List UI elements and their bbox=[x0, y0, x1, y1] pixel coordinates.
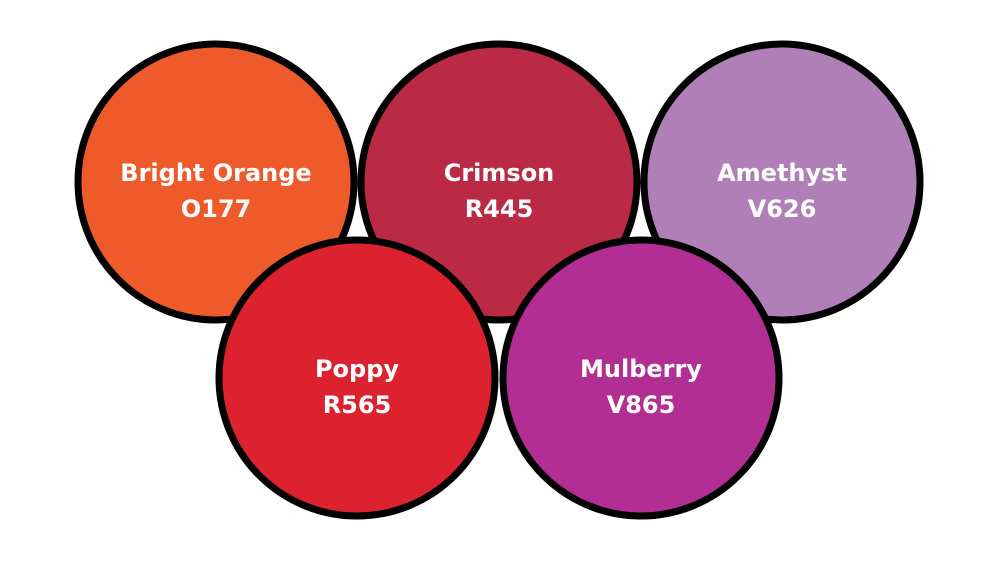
swatch-code: V626 bbox=[748, 195, 817, 223]
swatch-name: Mulberry bbox=[580, 355, 702, 383]
swatch-name: Bright Orange bbox=[120, 159, 311, 187]
swatch-code: V865 bbox=[607, 391, 676, 419]
color-swatch bbox=[215, 236, 499, 520]
swatch-code: O177 bbox=[181, 195, 252, 223]
color-swatch bbox=[499, 236, 783, 520]
swatch-name: Amethyst bbox=[717, 159, 847, 187]
swatch-code: R565 bbox=[323, 391, 392, 419]
swatch-name: Crimson bbox=[444, 159, 555, 187]
swatch-name: Poppy bbox=[315, 355, 399, 383]
color-swatch bbox=[74, 40, 358, 324]
swatch-code: R445 bbox=[465, 195, 534, 223]
color-swatch bbox=[357, 40, 641, 324]
color-swatch bbox=[640, 40, 924, 324]
